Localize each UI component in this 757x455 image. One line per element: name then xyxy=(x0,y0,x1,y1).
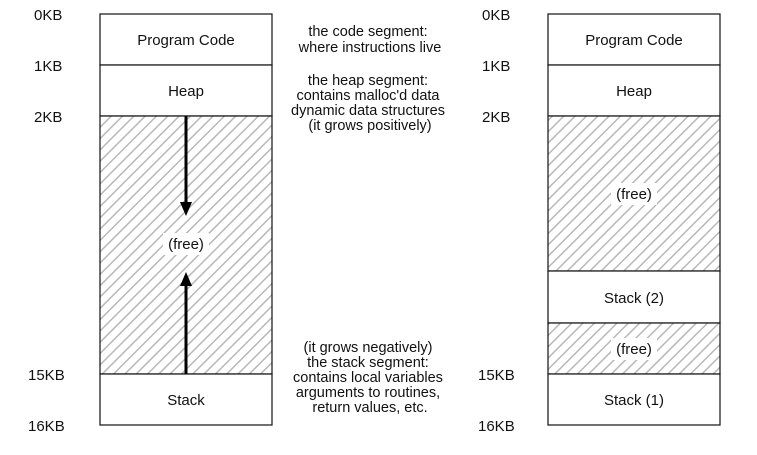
left-address-1kb: 1KB xyxy=(34,58,62,75)
heap-annotation-line: contains malloc'd data xyxy=(296,88,440,104)
left-code-label: Program Code xyxy=(137,32,235,49)
code-annotation-line: the code segment: xyxy=(308,24,427,40)
right-address-16kb: 16KB xyxy=(478,418,515,435)
heap-annotation-line: the heap segment: xyxy=(308,73,428,89)
left-stack-segment xyxy=(99,373,273,426)
heap-annotation-line: dynamic data structures xyxy=(291,103,445,119)
stack-annotation-line: (it grows negatively) xyxy=(304,340,433,356)
annotations: the code segment: where instructions liv… xyxy=(291,24,449,416)
right-heap-label: Heap xyxy=(616,83,652,100)
right-address-space: 0KB 1KB 2KB 15KB 16KB Program Code Heap … xyxy=(478,7,721,435)
stack-growth-arrow xyxy=(180,272,192,374)
right-stack-1-label: Stack (1) xyxy=(604,392,664,409)
stack-annotation: (it grows negatively) the stack segment:… xyxy=(293,340,447,416)
heap-growth-arrow xyxy=(180,116,192,216)
code-annotation: the code segment: where instructions liv… xyxy=(298,24,442,56)
code-annotation-line: where instructions live xyxy=(298,40,442,56)
stack-annotation-line: contains local variables xyxy=(293,370,443,386)
left-stack-label: Stack xyxy=(167,392,205,409)
right-code-segment xyxy=(547,13,721,66)
right-address-15kb: 15KB xyxy=(478,367,515,384)
stack-annotation-line: the stack segment: xyxy=(307,355,429,371)
right-address-2kb: 2KB xyxy=(482,109,510,126)
right-free-lower-label: (free) xyxy=(616,341,652,358)
right-free-upper-label: (free) xyxy=(616,186,652,203)
right-address-0kb: 0KB xyxy=(482,7,510,24)
stack-annotation-line: return values, etc. xyxy=(312,400,427,416)
right-stack-1-segment xyxy=(547,373,721,426)
left-address-2kb: 2KB xyxy=(34,109,62,126)
right-stack-2-segment xyxy=(547,270,721,324)
left-address-0kb: 0KB xyxy=(34,7,62,24)
right-stack-2-label: Stack (2) xyxy=(604,290,664,307)
left-code-segment xyxy=(99,13,273,66)
left-free-label-bg xyxy=(163,233,209,255)
left-address-16kb: 16KB xyxy=(28,418,65,435)
left-heap-label: Heap xyxy=(168,83,204,100)
right-free-lower-label-bg xyxy=(611,338,657,360)
left-free-label: (free) xyxy=(168,236,204,253)
right-heap-segment xyxy=(547,64,721,117)
right-address-1kb: 1KB xyxy=(482,58,510,75)
heap-annotation-line: (it grows positively) xyxy=(308,118,431,134)
right-free-upper-label-bg xyxy=(611,183,657,205)
right-code-label: Program Code xyxy=(585,32,683,49)
stack-annotation-line: arguments to routines, xyxy=(296,385,440,401)
left-heap-segment xyxy=(99,64,273,117)
heap-annotation: the heap segment: contains malloc'd data… xyxy=(291,73,449,134)
left-address-15kb: 15KB xyxy=(28,367,65,384)
left-address-space: 0KB 1KB 2KB 15KB 16KB Program Code Heap … xyxy=(28,7,273,435)
